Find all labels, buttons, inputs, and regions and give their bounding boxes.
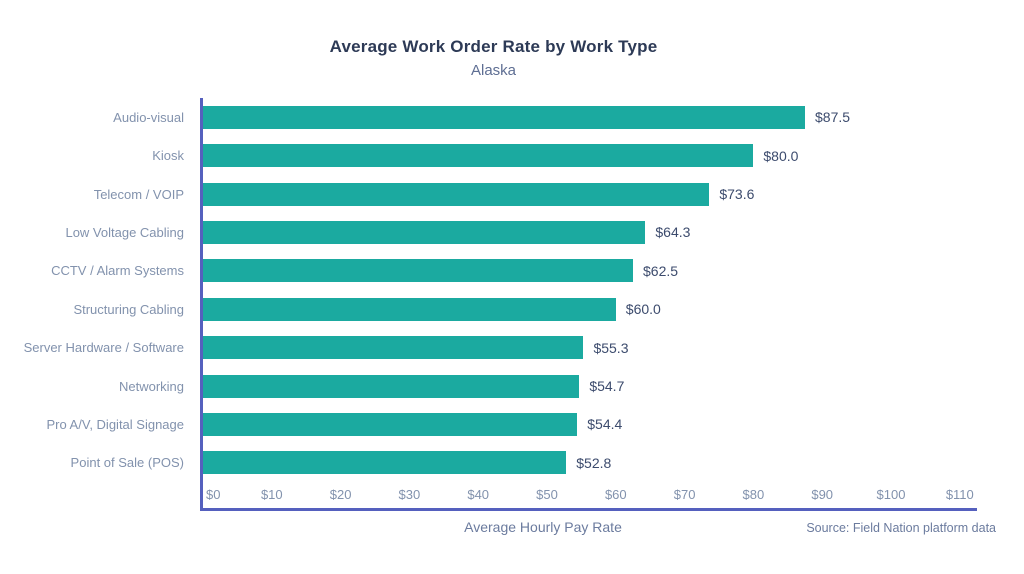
bar[interactable] [203,297,616,321]
bar-row: $54.7 [203,367,977,405]
x-tick-label: $30 [398,487,421,502]
bar-value-label: $52.8 [576,454,612,471]
x-tick-label: $100 [876,487,906,502]
bar-value-label: $64.3 [655,224,691,241]
bar-value-label: $54.4 [587,416,623,433]
x-tick-label: $10 [260,487,283,502]
category-label: Structuring Cabling [73,301,184,317]
bar[interactable] [203,105,805,129]
bar-row: $54.4 [203,405,977,443]
bar[interactable] [203,336,584,360]
source-note: Source: Field Nation platform data [806,521,996,535]
x-tick-label: $80 [742,487,765,502]
bar-value-label: $62.5 [643,262,679,279]
bar-value-label: $55.3 [593,339,629,356]
bar-row: $64.3 [203,213,977,251]
x-axis-label: Average Hourly Pay Rate [464,519,622,535]
bar-row: $73.6 [203,175,977,213]
bar-row: $62.5 [203,252,977,290]
plot-area: $87.5 $80.0 $73.6 $64.3 $62.5 $60.0 $55.3 $54.7… [200,98,977,511]
category-label: CCTV / Alarm Systems [51,263,184,279]
category-label: Pro A/V, Digital Signage [46,416,184,432]
category-label: Point of Sale (POS) [70,455,184,471]
bar[interactable] [203,259,633,283]
bar-value-label: $73.6 [719,186,755,203]
bar[interactable] [203,374,580,398]
bar[interactable] [203,451,567,475]
x-tick-label: $60 [604,487,627,502]
x-tick-label: $0 [206,487,221,502]
chart-header: Average Work Order Rate by Work Type Ala… [10,37,977,79]
x-tick-label: $20 [329,487,352,502]
bar[interactable] [203,144,754,168]
bar-value-label: $54.7 [589,378,625,395]
category-axis-labels: Audio-visual Kiosk Telecom / VOIP Low Volta… [0,98,184,482]
category-label: Telecom / VOIP [93,186,184,202]
x-tick-label: $110 [945,487,974,502]
bar-value-label: $60.0 [625,301,661,318]
bar-row: $80.0 [203,136,977,174]
bar[interactable] [203,182,710,206]
bar-value-label: $80.0 [763,147,799,164]
category-label: Server Hardware / Software [23,340,184,356]
bar-value-label: $87.5 [815,109,851,126]
x-tick-label: $70 [673,487,696,502]
category-label: Networking [118,378,184,394]
chart-subtitle: Alaska [470,62,517,79]
bar-series: $87.5 $80.0 $73.6 $64.3 $62.5 $60.0 $55.3 $54.7… [203,98,977,482]
bar-row: $87.5 [203,98,977,136]
category-label: Low Voltage Cabling [65,224,184,240]
x-tick-label: $90 [811,487,834,502]
bar[interactable] [203,220,646,244]
bar-row: $55.3 [203,328,977,366]
x-tick-label: $40 [467,487,490,502]
chart-title: Average Work Order Rate by Work Type [329,37,658,56]
category-label: Audio-visual [113,109,184,125]
category-label: Kiosk [152,148,184,164]
bar-row: $60.0 [203,290,977,328]
bar[interactable] [203,412,578,436]
bar-row: $52.8 [203,444,977,482]
x-tick-label: $50 [536,487,558,502]
x-axis-ticks: $0 $10 $20 $30 $40 $50 $60 $70 $80 $90 $100 $110 [203,482,977,508]
